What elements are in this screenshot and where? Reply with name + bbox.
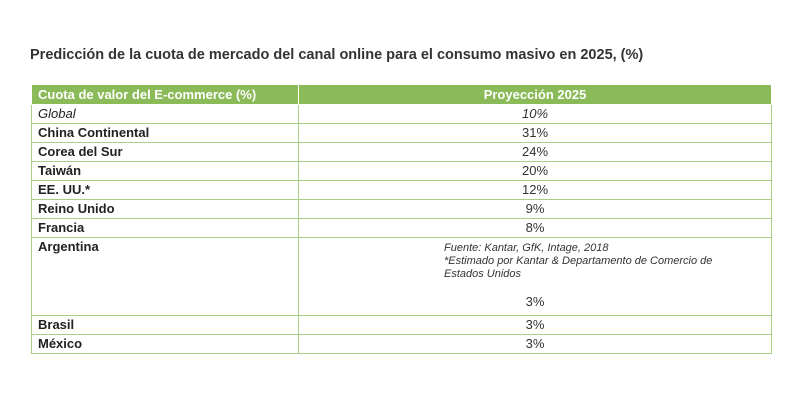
ecommerce-share-table: Cuota de valor del E-commerce (%) Proyec… — [31, 84, 772, 354]
table-row-france: Francia 8% — [31, 218, 772, 238]
row-label: Taiwán — [31, 161, 299, 181]
row-value: 8% — [298, 218, 772, 238]
table-row-global: Global 10% — [31, 104, 772, 124]
table-row-china: China Continental 31% — [31, 123, 772, 143]
row-value: 3% — [525, 294, 545, 309]
row-value: 24% — [298, 142, 772, 162]
row-label: Corea del Sur — [31, 142, 299, 162]
table-row-argentina: Argentina Fuente: Kantar, GfK, Intage, 2… — [31, 237, 772, 316]
table-row-brazil: Brasil 3% — [31, 315, 772, 335]
source-note: Fuente: Kantar, GfK, Intage, 2018 — [444, 242, 609, 254]
row-label: Argentina — [31, 237, 299, 316]
table-row-south-korea: Corea del Sur 24% — [31, 142, 772, 162]
row-label: Reino Unido — [31, 199, 299, 219]
row-value: 12% — [298, 180, 772, 200]
row-value: 31% — [298, 123, 772, 143]
table-row-taiwan: Taiwán 20% — [31, 161, 772, 181]
row-value: 3% — [298, 334, 772, 354]
row-value: 3% — [298, 315, 772, 335]
column-header-projection: Proyección 2025 — [298, 84, 772, 105]
row-value: 10% — [298, 104, 772, 124]
row-label: Brasil — [31, 315, 299, 335]
column-header-share: Cuota de valor del E-commerce (%) — [31, 84, 299, 105]
row-label: Global — [31, 104, 299, 124]
table-row-usa: EE. UU.* 12% — [31, 180, 772, 200]
row-label: México — [31, 334, 299, 354]
table-title: Predicción de la cuota de mercado del ca… — [30, 47, 644, 63]
row-value: 9% — [298, 199, 772, 219]
footnote: *Estimado por Kantar & Departamento de C… — [444, 255, 713, 280]
row-label: Francia — [31, 218, 299, 238]
table-row-uk: Reino Unido 9% — [31, 199, 772, 219]
table-header-row: Cuota de valor del E-commerce (%) Proyec… — [31, 84, 772, 105]
row-label: EE. UU.* — [31, 180, 299, 200]
source-notes: Fuente: Kantar, GfK, Intage, 2018 *Estim… — [444, 242, 744, 281]
row-value: 20% — [298, 161, 772, 181]
table-row-mexico: México 3% — [31, 334, 772, 354]
row-label: China Continental — [31, 123, 299, 143]
row-value-with-notes: Fuente: Kantar, GfK, Intage, 2018 *Estim… — [298, 237, 772, 316]
